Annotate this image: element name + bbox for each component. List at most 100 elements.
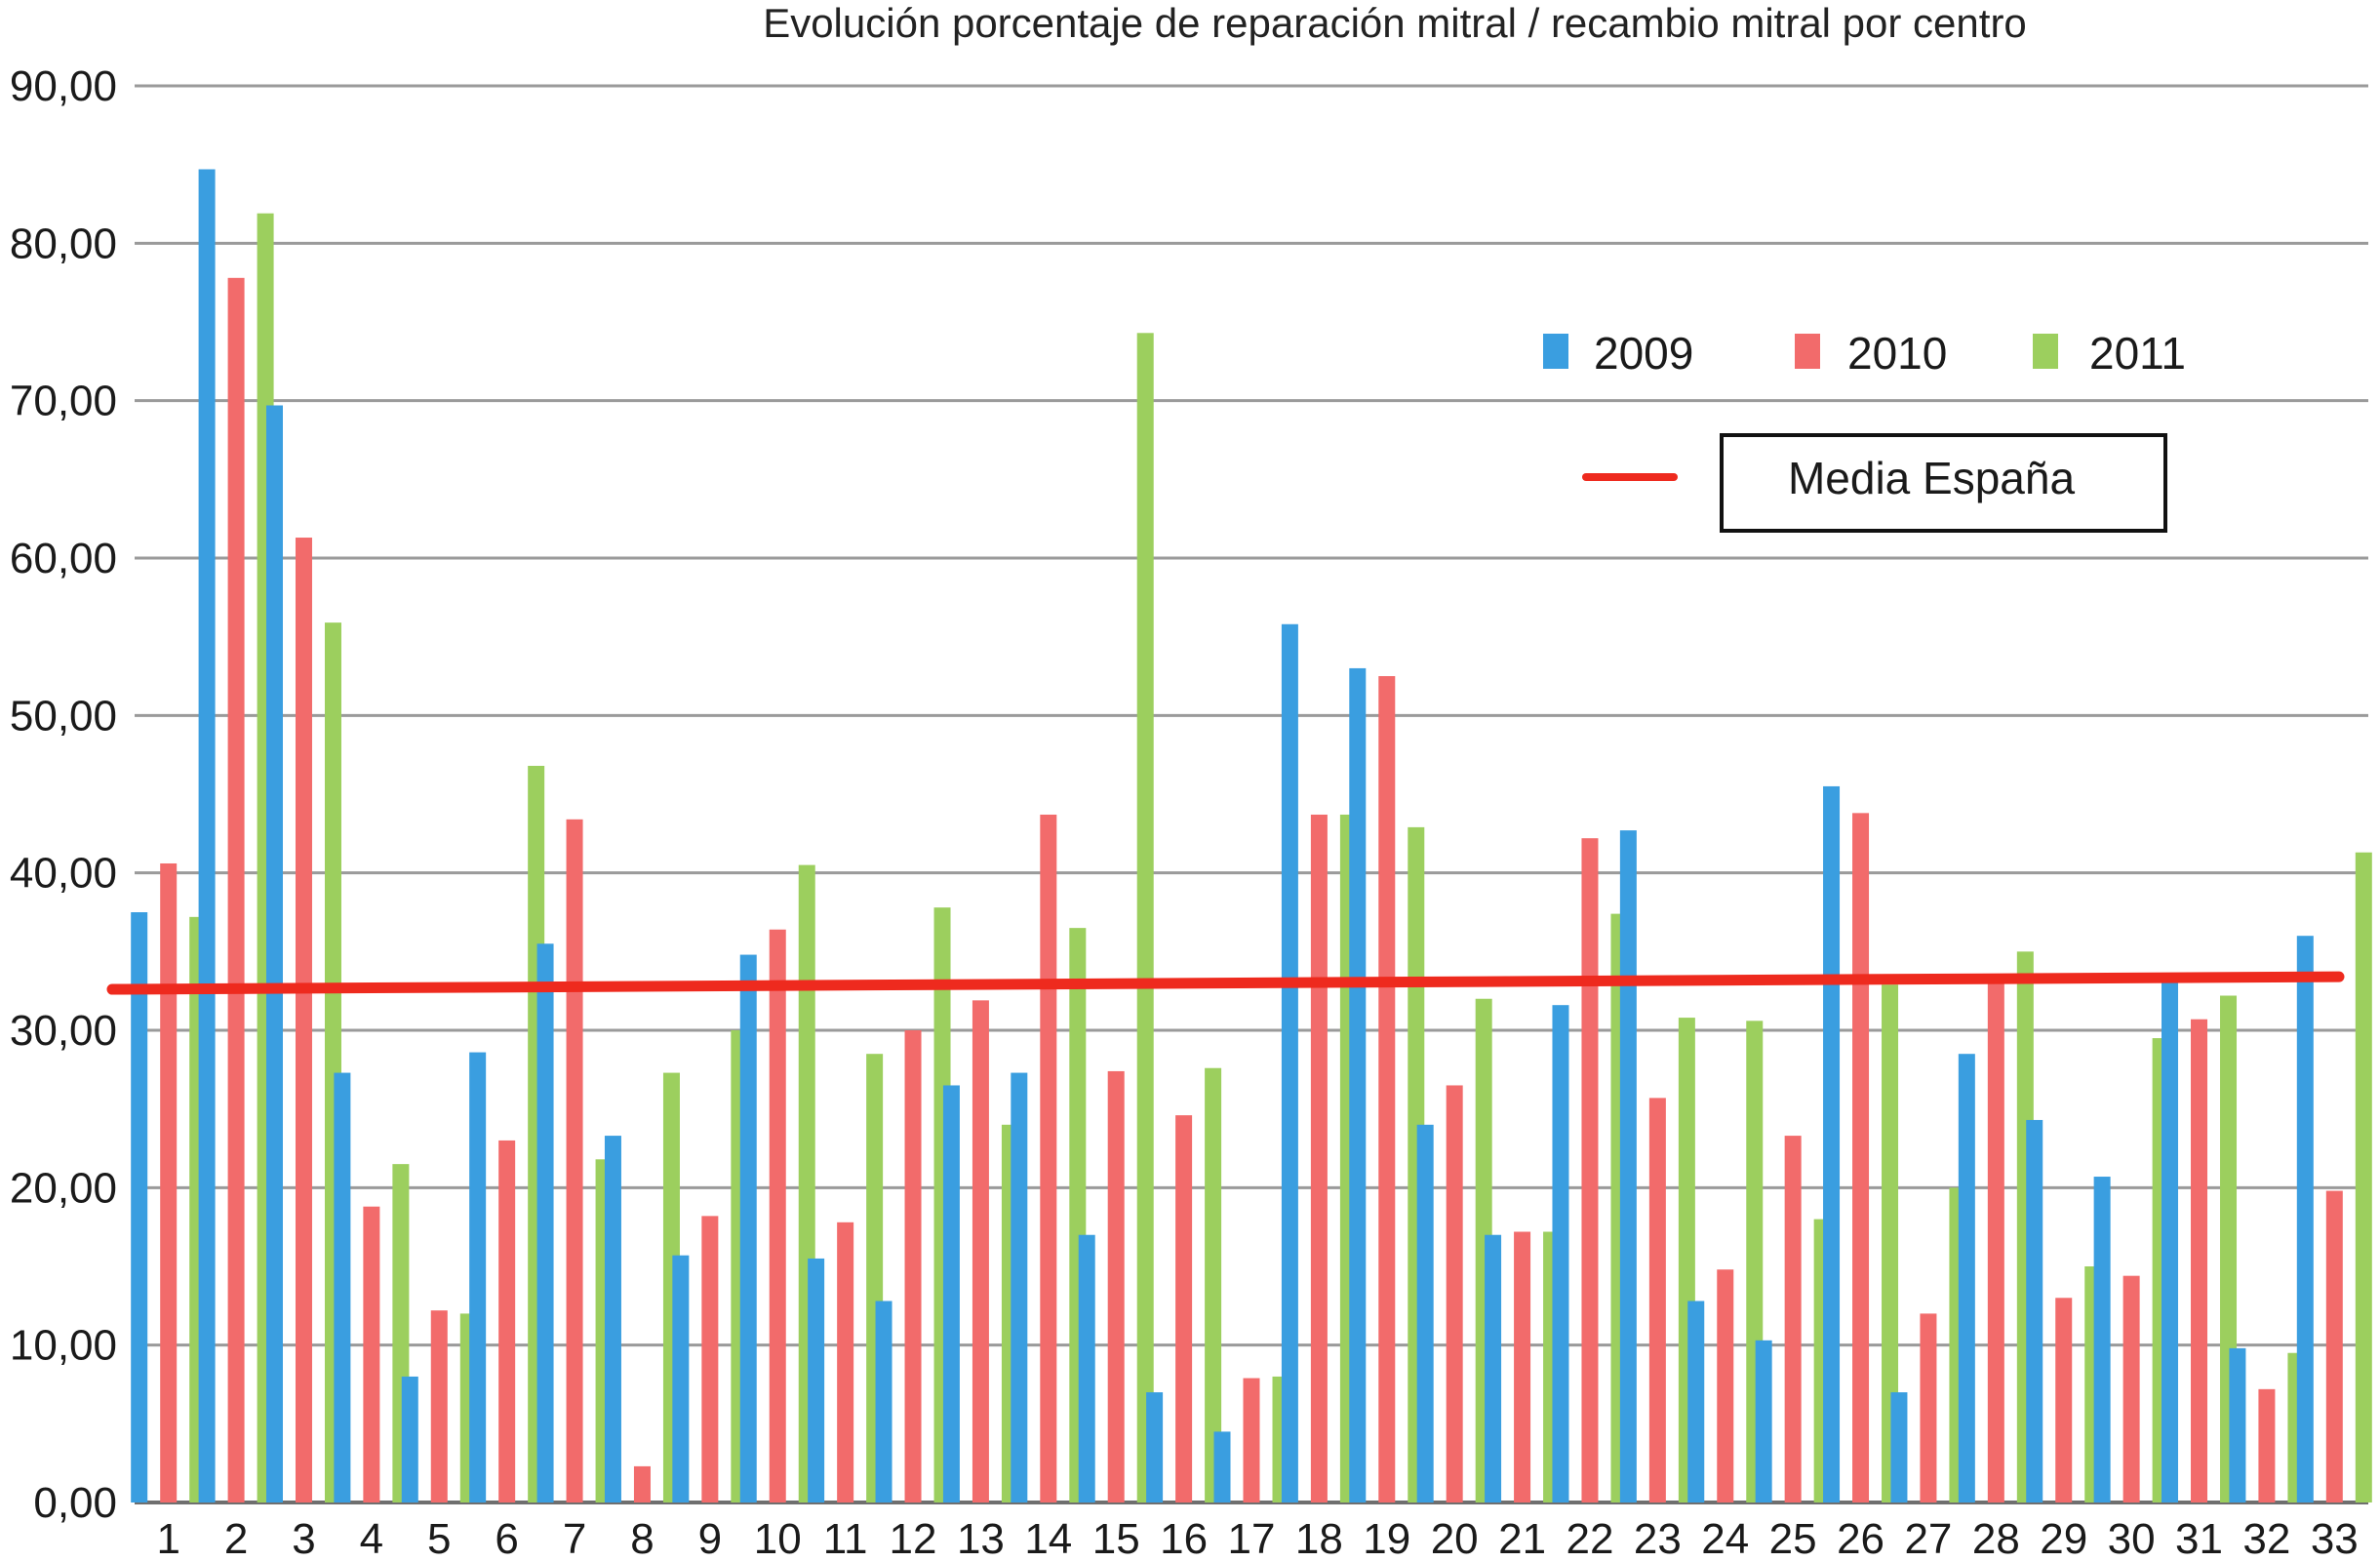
bar-2010-centro-31 (2191, 1019, 2208, 1502)
bar-2010-centro-12 (904, 1030, 922, 1502)
x-tick-label: 8 (630, 1515, 654, 1562)
x-tick-label: 9 (698, 1515, 722, 1562)
x-tick-label: 33 (2311, 1515, 2359, 1562)
x-tick-label: 25 (1769, 1515, 1817, 1562)
bar-2010-centro-10 (769, 929, 786, 1502)
bar-2010-centro-23 (1648, 1098, 1666, 1502)
x-tick-label: 5 (427, 1515, 451, 1562)
legend-swatch-2011 (2033, 334, 2058, 369)
bar-2009-centro-18 (1281, 623, 1298, 1502)
y-tick-label: 90,00 (10, 62, 117, 110)
bar-2011-centro-33 (2355, 852, 2372, 1502)
bar-2010-centro-11 (837, 1222, 854, 1502)
bar-2010-centro-15 (1107, 1070, 1125, 1502)
bar-2009-centro-9 (672, 1255, 690, 1502)
legend-label-2010: 2010 (1847, 328, 1947, 379)
bar-2009-centro-14 (1011, 1072, 1028, 1502)
bar-2010-centro-7 (566, 819, 583, 1502)
x-tick-label: 4 (360, 1515, 383, 1562)
x-tick-label: 24 (1701, 1515, 1749, 1562)
bar-2010-centro-29 (2055, 1298, 2073, 1502)
bar-2010-centro-18 (1310, 814, 1328, 1502)
bar-2009-centro-32 (2229, 1347, 2246, 1502)
x-tick-label: 3 (292, 1515, 315, 1562)
bar-2010-centro-8 (633, 1465, 651, 1502)
y-tick-label: 30,00 (10, 1007, 117, 1055)
bar-2010-centro-25 (1784, 1136, 1802, 1502)
bar-2010-centro-21 (1514, 1231, 1531, 1502)
x-tick-label: 15 (1092, 1515, 1140, 1562)
x-tick-label: 29 (2040, 1515, 2087, 1562)
bar-2009-centro-13 (942, 1085, 960, 1502)
bar-2009-centro-28 (1958, 1054, 1975, 1502)
bar-2010-centro-9 (701, 1216, 719, 1502)
x-tick-label: 12 (890, 1515, 937, 1562)
bar-2009-centro-33 (2296, 936, 2314, 1502)
y-tick-label: 50,00 (10, 692, 117, 740)
bar-2009-centro-20 (1416, 1124, 1434, 1502)
bar-2009-centro-21 (1485, 1234, 1502, 1502)
x-tick-label: 27 (1904, 1515, 1952, 1562)
bar-2009-centro-17 (1213, 1431, 1231, 1502)
bar-2009-centro-3 (265, 405, 283, 1503)
bar-2009-centro-22 (1552, 1005, 1569, 1502)
x-tick-label: 18 (1295, 1515, 1343, 1562)
x-tick-label: 6 (495, 1515, 518, 1562)
bar-2010-centro-24 (1717, 1269, 1734, 1502)
y-tick-label: 20,00 (10, 1164, 117, 1212)
bar-2009-centro-25 (1755, 1340, 1772, 1502)
bar-2010-centro-33 (2325, 1190, 2343, 1502)
x-tick-label: 2 (224, 1515, 248, 1562)
bar-2010-centro-5 (430, 1310, 448, 1502)
legend-swatch-2009 (1543, 334, 1568, 369)
bar-2011-centro-16 (1205, 1067, 1222, 1502)
x-tick-label: 10 (754, 1515, 802, 1562)
bar-2009-centro-4 (334, 1072, 351, 1502)
x-tick-label: 16 (1160, 1515, 1208, 1562)
x-tick-label: 21 (1498, 1515, 1546, 1562)
y-axis-ticks: 0,00 10,00 20,00 30,00 40,00 50,00 60,00 70,00 8… (10, 62, 117, 1527)
bar-2010-centro-19 (1378, 676, 1396, 1502)
x-tick-label: 31 (2175, 1515, 2223, 1562)
x-tick-label: 17 (1228, 1515, 1276, 1562)
chart-title: Evolución porcentaje de reparación mitra… (763, 0, 2027, 46)
bar-2010-centro-27 (1920, 1313, 1937, 1502)
bar-2009-centro-2 (198, 169, 216, 1502)
bar-2009-centro-5 (401, 1376, 418, 1502)
x-tick-label: 23 (1634, 1515, 1682, 1562)
bars (131, 169, 2372, 1503)
bar-2009-centro-31 (2162, 977, 2179, 1502)
x-tick-label: 26 (1837, 1515, 1884, 1562)
y-tick-label: 60,00 (10, 535, 117, 582)
bar-2010-centro-13 (972, 1000, 989, 1502)
bar-2010-centro-6 (498, 1140, 516, 1502)
bar-2009-centro-29 (2026, 1119, 2043, 1502)
x-axis-ticks: 1 2 3 4 5 6 7 8 9 10 11 12 13 14 15 16 17 18 19 20 21 22 23 24 2… (156, 1515, 2358, 1562)
x-tick-label: 28 (1972, 1515, 2020, 1562)
x-tick-label: 14 (1024, 1515, 1072, 1562)
bar-2010-centro-4 (363, 1206, 380, 1502)
legend-label-media-espana: Media España (1788, 453, 2075, 503)
legend-label-2009: 2009 (1594, 328, 1693, 379)
x-tick-label: 22 (1566, 1515, 1613, 1562)
y-tick-label: 40,00 (10, 850, 117, 898)
legend-label-2011: 2011 (2089, 328, 2186, 379)
bar-2009-centro-10 (739, 954, 757, 1502)
x-tick-label: 11 (823, 1515, 868, 1562)
x-tick-label: 32 (2242, 1515, 2290, 1562)
bar-2009-centro-30 (2093, 1177, 2111, 1502)
bar-2010-centro-14 (1040, 814, 1057, 1502)
bar-2009-centro-11 (808, 1258, 825, 1502)
bar-2009-centro-24 (1687, 1301, 1705, 1502)
bar-2009-centro-7 (536, 943, 554, 1502)
bar-2010-centro-3 (295, 538, 312, 1502)
bar-2009-centro-6 (469, 1052, 487, 1502)
media-espana-line (106, 971, 2345, 995)
bar-2009-centro-15 (1078, 1234, 1095, 1502)
y-tick-label: 80,00 (10, 220, 117, 267)
bar-2009-centro-19 (1349, 667, 1367, 1502)
bar-2010-centro-28 (1987, 982, 2004, 1502)
bar-2009-centro-16 (1146, 1392, 1164, 1502)
x-tick-label: 13 (957, 1515, 1005, 1562)
